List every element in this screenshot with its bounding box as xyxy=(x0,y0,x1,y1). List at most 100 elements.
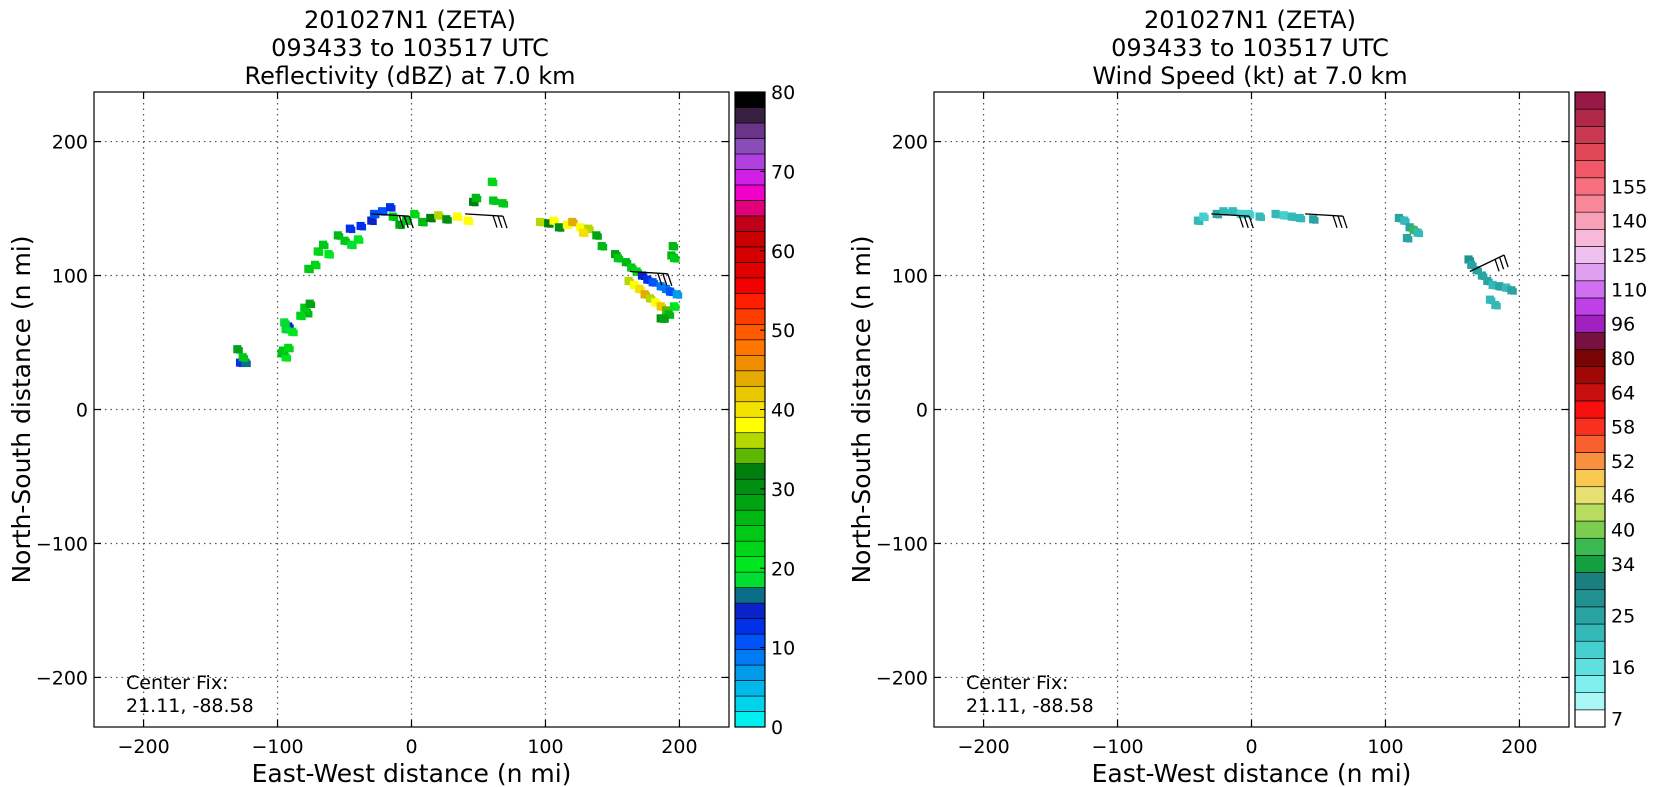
data-cell xyxy=(651,280,659,287)
data-cell xyxy=(322,242,329,250)
colorbar-segment xyxy=(1574,692,1606,711)
colorbar-segment xyxy=(734,200,766,217)
y-tick-label: −100 xyxy=(876,533,928,555)
data-cell xyxy=(313,262,321,270)
grid-lines xyxy=(934,92,1569,727)
data-cell xyxy=(668,289,676,297)
colorbar-segment xyxy=(1574,160,1606,179)
colorbar-segment xyxy=(734,184,766,201)
axis-ticks: −200 −100 0 100 200 −200 −100 0 100 200 xyxy=(876,92,1569,758)
colorbar-segment xyxy=(1574,469,1606,488)
colorbar-segment xyxy=(734,262,766,279)
colorbar-segment xyxy=(1574,211,1606,230)
data-cell xyxy=(474,195,482,203)
colorbar-segment xyxy=(1574,658,1606,676)
data-cell xyxy=(1290,214,1298,222)
x-tick-label: 100 xyxy=(1367,736,1403,758)
center-fix-coords: 21.11, -88.58 xyxy=(126,695,254,717)
data-cell xyxy=(303,305,310,313)
x-axis-label: East-West distance (n mi) xyxy=(1092,759,1412,787)
data-cell xyxy=(398,222,405,230)
data-cell xyxy=(673,256,680,263)
colorbar-segment xyxy=(734,478,766,495)
y-tick-label: −200 xyxy=(876,667,928,689)
data-cell xyxy=(1403,218,1410,226)
data-cell xyxy=(1282,213,1290,220)
wind-barb-flag xyxy=(667,273,673,286)
x-tick-label: 0 xyxy=(1245,736,1257,758)
colorbar-segment xyxy=(1574,246,1606,264)
center-fix-annotation: Center Fix: 21.11, -88.58 xyxy=(126,672,254,718)
data-cell xyxy=(579,225,586,232)
colorbar-segment xyxy=(734,370,766,387)
colorbar-segment xyxy=(734,91,766,108)
data-cell xyxy=(343,238,350,246)
data-cell xyxy=(380,209,388,216)
data-cell xyxy=(1488,297,1496,305)
colorbar-segment xyxy=(1574,228,1606,247)
data-cell xyxy=(673,304,680,311)
wind-barb-flag xyxy=(1248,215,1254,229)
data-cell xyxy=(455,214,463,222)
x-axis-label: East-West distance (n mi) xyxy=(252,759,572,787)
colorbar-tick-label: 10 xyxy=(771,638,795,660)
x-tick-label: −200 xyxy=(117,736,169,758)
data-cell xyxy=(490,179,498,187)
wind-barb-shaft xyxy=(629,270,668,275)
colorbar-segment xyxy=(734,525,766,542)
data-cell xyxy=(308,301,316,309)
x-tick-label: 0 xyxy=(405,736,417,758)
colorbar-segment xyxy=(1574,263,1606,282)
data-cell xyxy=(284,355,292,362)
wind-barb-flag xyxy=(1503,254,1509,268)
data-cell xyxy=(405,218,412,226)
colorbar-segment xyxy=(1574,623,1606,642)
wind-barb-flag xyxy=(497,215,503,229)
colorbar-segment xyxy=(734,494,766,511)
data-cell xyxy=(1298,215,1306,223)
chart-reflectivity: 201027N1 (ZETA) 093433 to 103517 UTC Ref… xyxy=(0,0,820,787)
wind-barb-shaft xyxy=(465,213,504,217)
data-cell xyxy=(1239,211,1247,219)
wind-barb-flag xyxy=(1498,256,1505,270)
data-cell xyxy=(1467,257,1474,264)
data-cell xyxy=(595,233,602,240)
colorbar-tick-label: 40 xyxy=(771,400,795,422)
colorbar-segment xyxy=(734,277,766,294)
data-cell xyxy=(1405,235,1413,243)
colorbar-segment xyxy=(734,246,766,263)
data-cell xyxy=(1222,209,1229,216)
data-cell xyxy=(1416,230,1424,238)
chart-title-line-2: 093433 to 103517 UTC xyxy=(271,34,549,62)
colorbar-tick-label: 25 xyxy=(1611,605,1635,627)
data-cell xyxy=(501,201,509,208)
data-cell xyxy=(284,327,292,334)
x-tick-label: 200 xyxy=(661,736,697,758)
data-cell xyxy=(388,205,396,212)
data-cell xyxy=(1475,268,1483,275)
y-tick-label: 0 xyxy=(916,400,928,422)
colorbar-segment xyxy=(734,680,766,697)
data-series xyxy=(1193,207,1517,310)
chart-title-line-1: 201027N1 (ZETA) xyxy=(303,6,516,34)
x-tick-label: −100 xyxy=(1091,736,1143,758)
center-fix-label: Center Fix: xyxy=(126,672,229,694)
colorbar-segment xyxy=(1574,709,1606,728)
data-cell xyxy=(356,237,364,244)
colorbar-tick-label: 30 xyxy=(771,479,795,501)
data-cell xyxy=(287,345,294,353)
colorbar-segment xyxy=(734,153,766,170)
center-fix-annotation: Center Fix: 21.11, -88.58 xyxy=(966,672,1094,718)
colorbar-segment xyxy=(1574,434,1606,453)
y-axis-label: North-South distance (n mi) xyxy=(847,235,876,583)
wind-barb-shaft xyxy=(1211,213,1250,217)
colorbar-segment xyxy=(734,649,766,666)
colorbar-tick-label: 50 xyxy=(771,320,795,342)
x-tick-label: 100 xyxy=(527,736,563,758)
colorbar-tick-label: 58 xyxy=(1611,417,1635,439)
colorbar-segment xyxy=(1574,143,1606,161)
colorbar-segment xyxy=(1574,108,1606,127)
colorbar: 7 16 25 34 40 46 52 58 64 80 96 110 125 140 155 xyxy=(1574,91,1647,730)
data-cell xyxy=(429,215,436,223)
x-tick-label: −200 xyxy=(957,736,1009,758)
